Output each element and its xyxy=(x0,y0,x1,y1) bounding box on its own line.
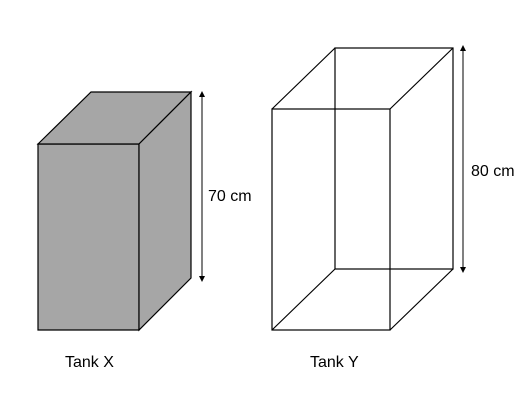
tank-x-label: Tank X xyxy=(65,354,114,371)
tank-y-height-label: 80 cm xyxy=(471,163,515,180)
tank-y-back-face xyxy=(334,47,454,270)
tank-x-side-face xyxy=(138,90,192,332)
tank-y-edge xyxy=(271,47,336,110)
tank-y-label: Tank Y xyxy=(310,354,359,371)
tank-y-edge xyxy=(389,47,454,110)
tank-y xyxy=(271,47,454,331)
tank-x xyxy=(36,90,193,332)
tank-y-edge xyxy=(389,268,454,331)
tank-x-height-label: 70 cm xyxy=(208,188,252,205)
tank-x-front-face xyxy=(37,143,140,331)
tank-y-front-face xyxy=(271,108,391,331)
tank-y-edge xyxy=(271,268,336,331)
